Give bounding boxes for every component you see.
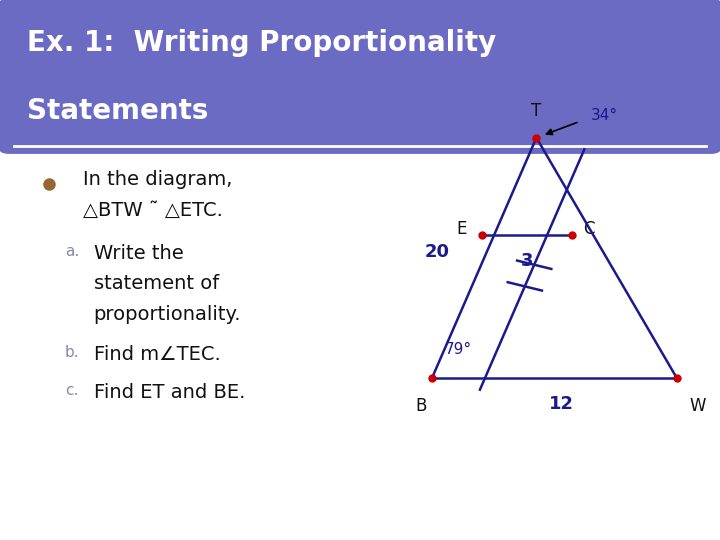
- Text: △BTW ˜ △ETC.: △BTW ˜ △ETC.: [83, 201, 222, 220]
- Text: 3: 3: [521, 252, 534, 270]
- Text: Find ET and BE.: Find ET and BE.: [94, 383, 245, 402]
- Text: 20: 20: [425, 244, 450, 261]
- Text: C: C: [583, 220, 595, 239]
- Text: 79°: 79°: [445, 342, 472, 357]
- Text: proportionality.: proportionality.: [94, 305, 241, 323]
- Text: statement of: statement of: [94, 274, 219, 293]
- Text: T: T: [531, 103, 541, 120]
- Text: W: W: [690, 397, 706, 415]
- FancyBboxPatch shape: [0, 0, 720, 154]
- Text: E: E: [456, 220, 467, 239]
- Text: Ex. 1:  Writing Proportionality: Ex. 1: Writing Proportionality: [27, 29, 497, 57]
- Text: In the diagram,: In the diagram,: [83, 170, 232, 189]
- Text: a.: a.: [65, 244, 79, 259]
- Text: 12: 12: [549, 395, 574, 413]
- Text: b.: b.: [65, 345, 79, 360]
- Text: 34°: 34°: [590, 107, 618, 123]
- Text: Find m∠TEC.: Find m∠TEC.: [94, 345, 220, 363]
- Text: B: B: [415, 397, 427, 415]
- Text: Statements: Statements: [27, 97, 209, 125]
- Text: Write the: Write the: [94, 244, 184, 263]
- Text: c.: c.: [65, 383, 78, 399]
